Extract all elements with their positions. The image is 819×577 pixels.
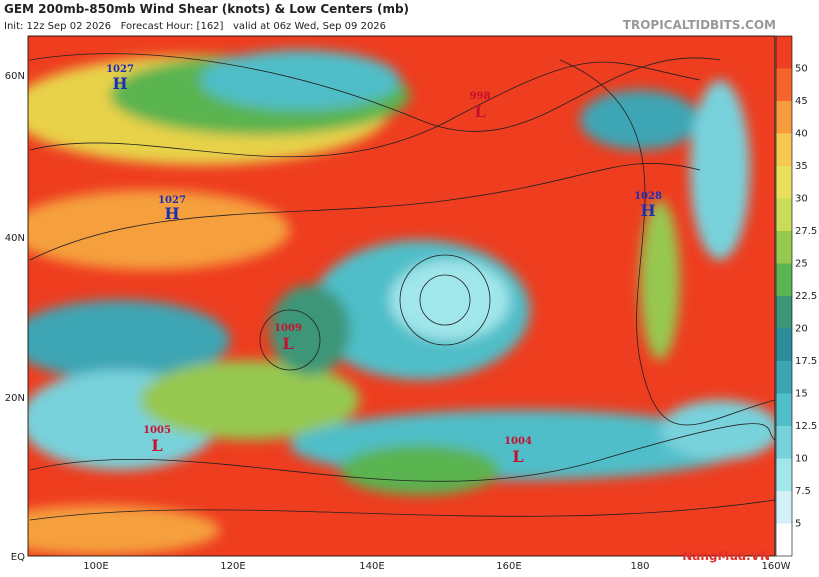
init-line: Init: 12z Sep 02 2026 Forecast Hour: [16… <box>4 21 386 32</box>
colorbar-swatch <box>776 263 792 296</box>
colorbar-swatch <box>776 68 792 101</box>
colorbar-swatch <box>776 328 792 361</box>
lon-label: 140E <box>359 561 384 572</box>
center-symbol: L <box>151 436 162 455</box>
center-symbol: L <box>512 447 523 466</box>
colorbar-label: 30 <box>795 194 808 205</box>
colorbar-label: 10 <box>795 454 808 465</box>
colorbar-label: 40 <box>795 129 808 140</box>
colorbar-swatch <box>776 296 792 329</box>
colorbar-label: 35 <box>795 161 808 172</box>
colorbar-swatch <box>776 36 792 69</box>
center-pressure: 1027 <box>106 64 134 75</box>
lon-label: 160W <box>762 561 791 572</box>
center-symbol: H <box>640 201 655 220</box>
center-symbol: H <box>164 204 179 223</box>
lon-label: 180 <box>630 561 649 572</box>
colorbar-swatch <box>776 361 792 394</box>
colorbar-label: 5 <box>795 519 801 530</box>
center-symbol: L <box>282 334 293 353</box>
map <box>28 36 775 556</box>
lon-labels: 100E 120E 140E 160E 180 160W <box>83 561 790 572</box>
colorbar-swatch <box>776 133 792 166</box>
colorbar-label: 50 <box>795 64 808 75</box>
lon-label: 160E <box>496 561 521 572</box>
colorbar-swatch <box>776 426 792 459</box>
colorbar-label: 15 <box>795 389 808 400</box>
colorbar-swatch <box>776 231 792 264</box>
center-pressure: 998 <box>470 91 491 102</box>
lat-labels: 60N 40N 20N EQ <box>5 71 25 563</box>
center-pressure: 1027 <box>158 195 186 206</box>
colorbar-label: 20 <box>795 324 808 335</box>
colorbar-swatch <box>776 491 792 524</box>
watermark: NangMua.VN <box>682 549 770 563</box>
colorbar: 50 45 40 35 30 27.5 25 22.5 20 17.5 15 12.5 10 7.5 5 <box>775 35 817 557</box>
lat-label: EQ <box>11 552 25 563</box>
colorbar-label: 25 <box>795 259 808 270</box>
colorbar-swatch <box>776 101 792 134</box>
lon-label: 120E <box>220 561 245 572</box>
colorbar-label: 27.5 <box>795 226 817 237</box>
colorbar-swatch <box>776 198 792 231</box>
center-pressure: 1004 <box>504 436 532 447</box>
centers: 1027 H 1027 H 1028 H 998 L 1009 L 1005 L… <box>106 64 662 466</box>
colorbar-label: 17.5 <box>795 356 817 367</box>
lon-label: 100E <box>83 561 108 572</box>
colorbar-label: 7.5 <box>795 486 811 497</box>
center-pressure: 1028 <box>634 191 662 202</box>
colorbar-swatch <box>776 393 792 426</box>
lat-label: 60N <box>5 71 25 82</box>
colorbar-label: 22.5 <box>795 291 817 302</box>
title: GEM 200mb-850mb Wind Shear (knots) & Low… <box>4 2 409 16</box>
lat-label: 20N <box>5 393 25 404</box>
center-symbol: H <box>112 74 127 93</box>
colorbar-swatch <box>776 166 792 199</box>
center-pressure: 1009 <box>274 323 302 334</box>
center-pressure: 1005 <box>143 425 171 436</box>
source: TROPICALTIDBITS.COM <box>623 18 776 32</box>
center-symbol: L <box>474 102 485 121</box>
colorbar-frame <box>775 35 793 557</box>
lat-label: 40N <box>5 233 25 244</box>
colorbar-swatch <box>776 458 792 491</box>
colorbar-label: 45 <box>795 96 808 107</box>
colorbar-swatch <box>776 523 792 556</box>
colorbar-label: 12.5 <box>795 421 817 432</box>
